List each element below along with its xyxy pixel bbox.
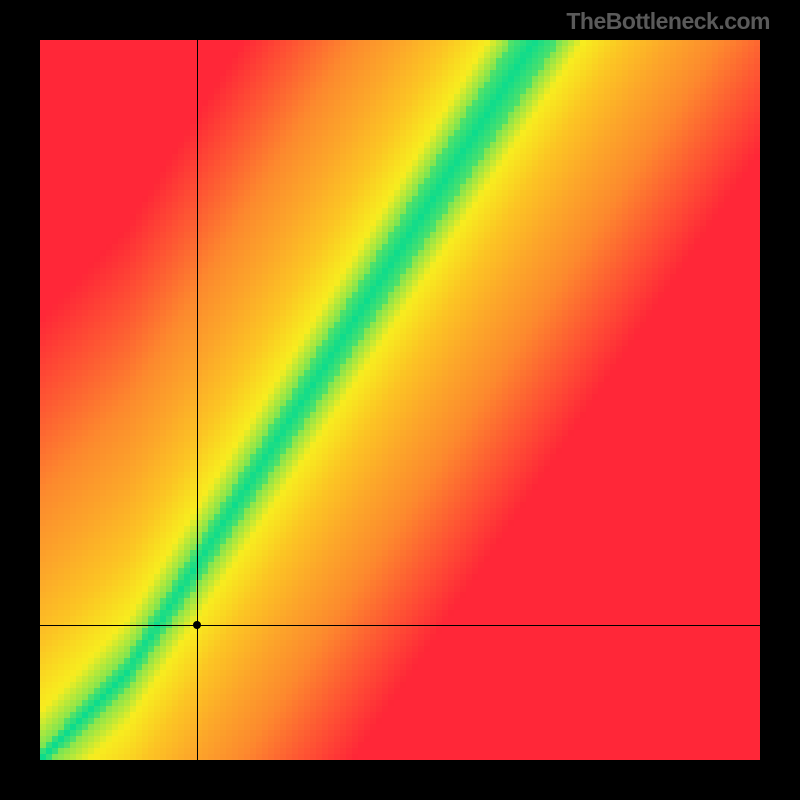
crosshair-marker	[193, 621, 201, 629]
heatmap-canvas	[40, 40, 760, 760]
crosshair-vertical	[197, 40, 198, 760]
heatmap-plot	[40, 40, 760, 760]
watermark-text: TheBottleneck.com	[566, 8, 770, 35]
crosshair-horizontal	[40, 625, 760, 626]
